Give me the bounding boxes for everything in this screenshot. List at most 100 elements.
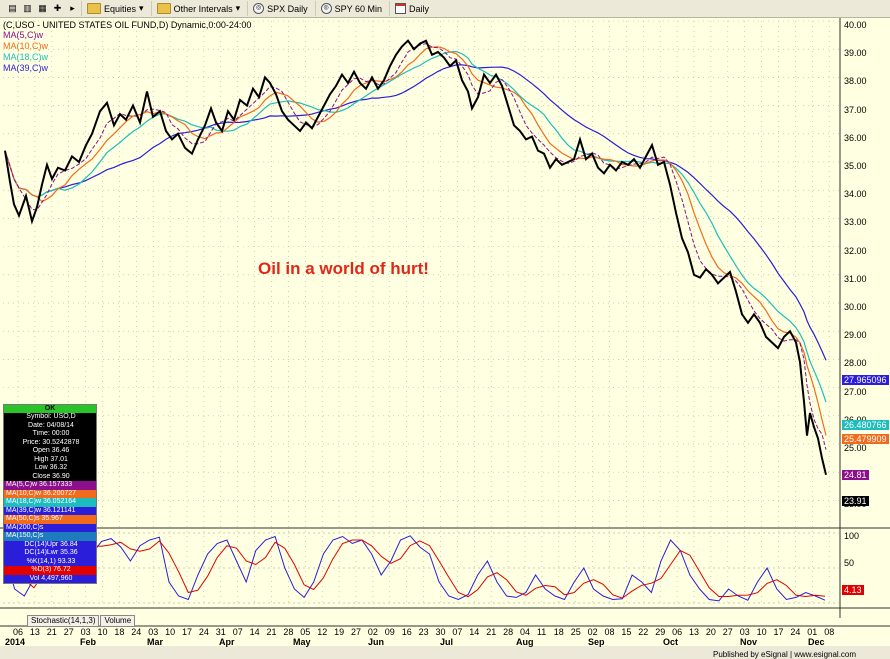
spx-daily-label: SPX Daily bbox=[267, 3, 308, 14]
x-day-label: 25 bbox=[570, 627, 581, 637]
y-tick-label: 28.00 bbox=[844, 358, 867, 369]
equities-button[interactable]: Equities ▾ bbox=[81, 1, 149, 16]
x-day-label: 10 bbox=[165, 627, 176, 637]
osc-value-tag: 4.13 bbox=[842, 585, 864, 595]
chart-icon[interactable]: ▤ bbox=[8, 3, 17, 13]
last-value-tag: 25.479909 bbox=[842, 434, 889, 444]
spy-60min-button[interactable]: ◎ SPY 60 Min bbox=[314, 1, 387, 16]
grid-icon[interactable]: ▦ bbox=[38, 3, 47, 13]
x-month-label: Feb bbox=[80, 637, 97, 647]
chevron-down-icon: ▾ bbox=[139, 3, 144, 13]
tab-stochastic[interactable]: Stochastic(14,1,3) bbox=[27, 615, 100, 627]
stochastic-d-line bbox=[4, 537, 826, 599]
spx-daily-button[interactable]: ◎ SPX Daily bbox=[247, 1, 313, 16]
price-chart[interactable] bbox=[0, 18, 890, 646]
folder-icon bbox=[156, 3, 171, 14]
x-month-label: Jun bbox=[368, 637, 385, 647]
x-day-label: 14 bbox=[249, 627, 260, 637]
data-window-ma-row: MA(18,C)w 36.052164 bbox=[4, 498, 96, 507]
chart-area[interactable]: (C,USO - UNITED STATES OIL FUND,D) Dynam… bbox=[0, 18, 890, 659]
x-day-label: 09 bbox=[384, 627, 395, 637]
ma18-label: MA(18,C)w bbox=[3, 52, 49, 62]
spy-60min-label: SPY 60 Min bbox=[334, 3, 383, 14]
tab-volume[interactable]: Volume bbox=[100, 615, 136, 627]
interval-icon: ◎ bbox=[253, 3, 265, 14]
x-day-label: 24 bbox=[198, 627, 209, 637]
y-tick-label: 40.00 bbox=[844, 20, 867, 30]
x-day-label: 08 bbox=[824, 627, 835, 637]
other-intervals-label: Other Intervals bbox=[173, 3, 233, 14]
x-month-label: Mar bbox=[147, 637, 164, 647]
y-tick-label: 34.00 bbox=[844, 189, 867, 200]
toolbar: ▤ ▥ ▦ ✚ ▸ Equities ▾ Other Intervals ▾ ◎… bbox=[0, 0, 890, 18]
price-line bbox=[4, 39, 827, 476]
x-day-label: 27 bbox=[722, 627, 733, 637]
y-tick-label: 35.00 bbox=[844, 161, 867, 171]
x-day-label: 29 bbox=[655, 627, 666, 637]
y-tick-label: 37.00 bbox=[844, 104, 867, 115]
data-window-status: OK bbox=[4, 405, 96, 413]
y-tick-label: 33.00 bbox=[844, 217, 867, 228]
x-day-label: 21 bbox=[486, 627, 497, 637]
x-month-label: May bbox=[293, 637, 311, 647]
x-day-label: 01 bbox=[807, 627, 818, 637]
x-day-label: 16 bbox=[401, 627, 412, 637]
data-window-row: Price: 30.5242878 bbox=[22, 438, 80, 446]
x-day-label: 02 bbox=[367, 627, 378, 637]
chevron-down-icon: ▾ bbox=[235, 3, 241, 13]
dropdown-arrow-icon[interactable]: ▸ bbox=[70, 3, 75, 13]
x-day-label: 30 bbox=[435, 627, 446, 637]
x-day-label: 04 bbox=[520, 627, 531, 637]
x-day-label: 27 bbox=[351, 627, 362, 637]
osc-tick-label: 50 bbox=[844, 558, 855, 568]
x-day-label: 20 bbox=[705, 627, 716, 637]
other-intervals-button[interactable]: Other Intervals ▾ bbox=[150, 1, 246, 16]
osc-tick-label: 100 bbox=[844, 531, 860, 541]
ma18-line bbox=[4, 50, 827, 403]
x-day-label: 13 bbox=[689, 627, 700, 637]
data-window[interactable]: OK Symbol: USO,D Date: 04/08/14 Time: 00:0… bbox=[3, 404, 97, 584]
x-day-label: 24 bbox=[790, 627, 801, 637]
x-day-label: 23 bbox=[418, 627, 429, 637]
x-day-label: 07 bbox=[232, 627, 243, 637]
x-day-label: 21 bbox=[266, 627, 277, 637]
chart-annotation: Oil in a world of hurt! bbox=[258, 259, 429, 278]
last-value-tag: 26.480766 bbox=[842, 420, 889, 430]
bars-icon[interactable]: ▥ bbox=[23, 3, 32, 13]
ma10-label: MA(10,C)w bbox=[3, 41, 49, 51]
add-icon[interactable]: ✚ bbox=[53, 3, 62, 13]
y-tick-label: 26.00 bbox=[844, 415, 867, 425]
x-day-label: 06 bbox=[672, 627, 683, 637]
data-window-row: Symbol: USO,D bbox=[26, 413, 76, 420]
last-value-tag: 24.81 bbox=[842, 470, 869, 480]
x-day-label: 07 bbox=[452, 627, 463, 637]
last-value-tag: 27.965096 bbox=[842, 375, 889, 385]
daily-button[interactable]: Daily bbox=[389, 1, 434, 16]
data-window-osc-row: Vol 4,497,960 bbox=[4, 574, 96, 583]
x-month-label: Jul bbox=[440, 637, 454, 647]
data-window-ma-row: MA(150,C)s bbox=[4, 532, 96, 541]
daily-label: Daily bbox=[409, 3, 430, 14]
ma5-label: MA(5,C)w bbox=[3, 30, 43, 40]
chart-title: (C,USO - UNITED STATES OIL FUND,D) Dynam… bbox=[3, 20, 252, 30]
x-day-label: 28 bbox=[283, 627, 294, 637]
ma39-line bbox=[4, 64, 827, 361]
data-window-osc-row: DC(14)Upr 36.84 bbox=[4, 540, 96, 549]
data-window-ma-row: MA(10,C)w 36.200727 bbox=[4, 489, 96, 498]
x-day-label: 10 bbox=[756, 627, 767, 637]
y-tick-label: 29.00 bbox=[844, 330, 867, 341]
x-day-label: 13 bbox=[29, 627, 40, 637]
data-window-row: Date: 04/08/14 bbox=[28, 421, 74, 429]
x-month-label: Oct bbox=[663, 637, 679, 647]
data-window-ma-row: MA(50,C)s 35.967 bbox=[4, 515, 96, 524]
x-day-label: 05 bbox=[300, 627, 311, 637]
x-month-label: Nov bbox=[740, 637, 758, 647]
data-window-row: Time: 00:00 bbox=[32, 430, 70, 437]
y-tick-label: 31.00 bbox=[844, 273, 867, 284]
x-day-label: 31 bbox=[215, 627, 226, 637]
x-day-label: 18 bbox=[553, 627, 564, 637]
data-window-row: High 37.01 bbox=[34, 455, 68, 463]
x-day-label: 27 bbox=[63, 627, 74, 637]
x-day-label: 11 bbox=[536, 627, 547, 637]
x-month-label: Dec bbox=[808, 637, 825, 647]
